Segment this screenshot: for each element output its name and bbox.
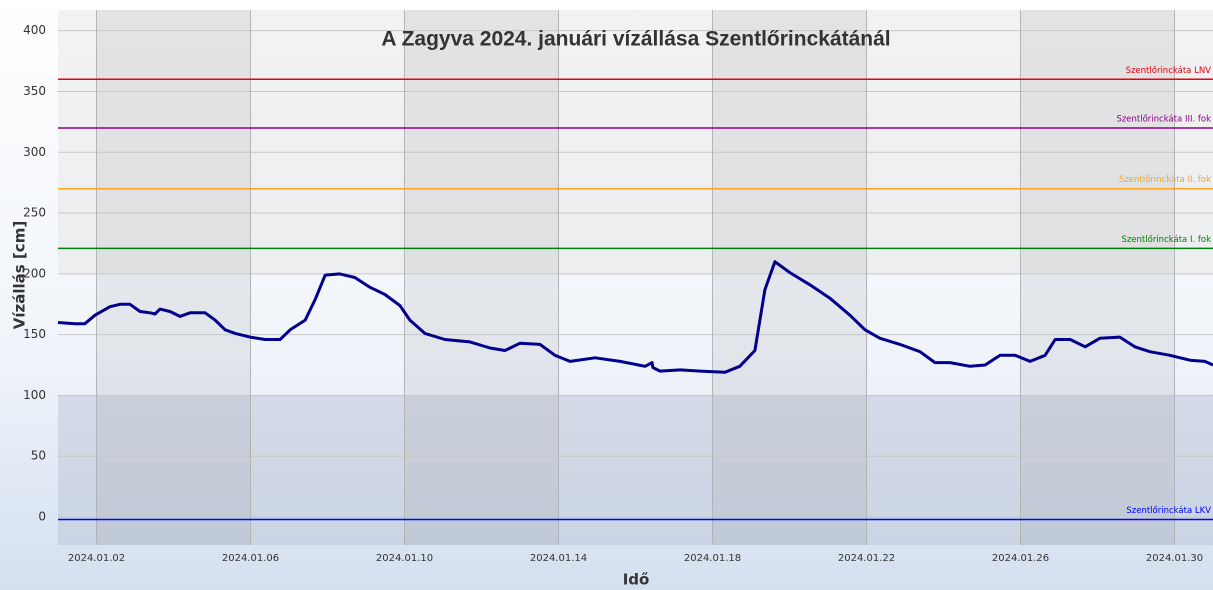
reference-label: Szentlőrinckáta I. fok	[1121, 235, 1211, 245]
y-tick-label: 150	[23, 327, 46, 341]
x-tick-label: 2024.01.02	[68, 553, 125, 564]
x-band	[404, 10, 559, 545]
y-tick-label: 350	[23, 84, 46, 98]
y-tick-label: 50	[31, 449, 46, 463]
x-tick-label: 2024.01.10	[376, 553, 433, 564]
reference-label: Szentlőrinckáta III. fok	[1116, 114, 1211, 124]
x-band	[712, 10, 867, 545]
x-band	[96, 10, 251, 545]
y-tick-label: 0	[38, 510, 46, 524]
x-tick-label: 2024.01.18	[684, 553, 741, 564]
y-axis-label: Vízállás [cm]	[11, 221, 29, 329]
x-tick-label: 2024.01.22	[838, 553, 895, 564]
reference-label: Szentlőrinckáta II. fok	[1119, 175, 1211, 185]
x-tick-label: 2024.01.06	[222, 553, 279, 564]
plot-area: 0 50 100 150 200 250 300 350 400 2024.01.02 2024.0…	[23, 10, 1213, 564]
data-line	[57, 260, 1213, 374]
chart-title: A Zagyva 2024. januári vízállása Szentlő…	[381, 28, 890, 51]
x-tick-label: 2024.01.14	[530, 553, 587, 564]
x-band	[1020, 10, 1175, 545]
y-tick-label: 200	[23, 266, 46, 280]
reference-label: Szentlőrinckáta LNV	[1126, 66, 1212, 76]
y-tick-label: 100	[23, 388, 46, 402]
y-tick-label: 250	[23, 206, 46, 220]
x-tick-label: 2024.01.26	[992, 553, 1049, 564]
y-tick-label: 400	[23, 23, 46, 37]
x-axis-label: Idő	[623, 571, 650, 589]
x-tick-label: 2024.01.30	[1146, 553, 1203, 564]
y-tick-label: 300	[23, 145, 46, 159]
reference-label: Szentlőrinckáta LKV	[1126, 506, 1211, 516]
